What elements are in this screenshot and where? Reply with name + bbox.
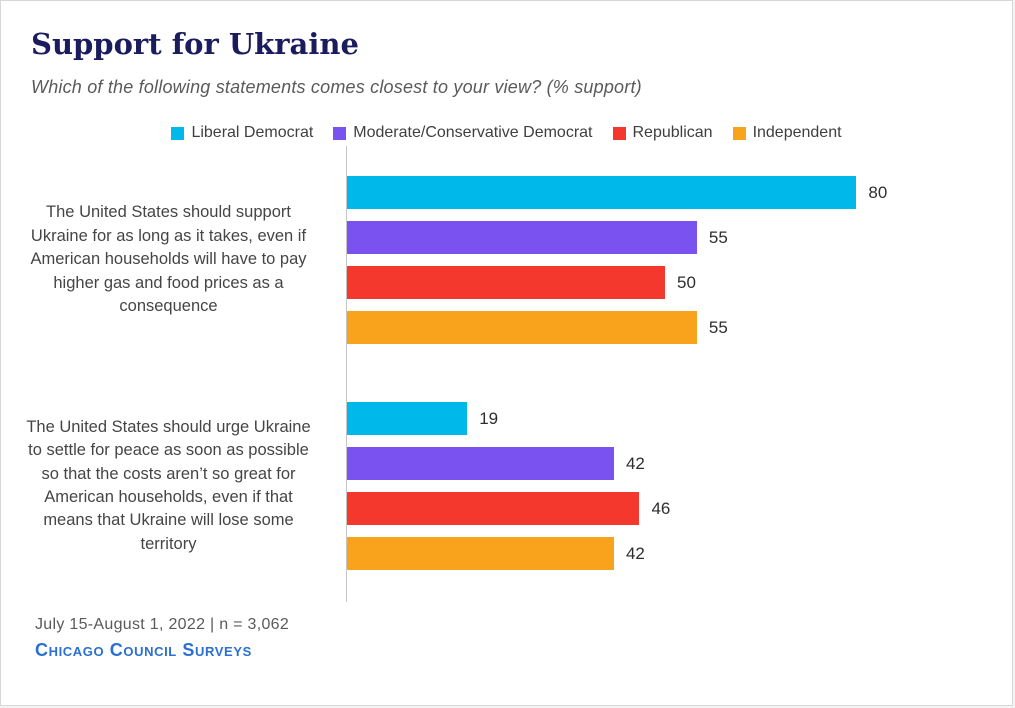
bar-moderate-conservative-democrat <box>346 447 614 480</box>
bar-value-label: 19 <box>479 408 499 428</box>
bar-independent <box>346 311 697 344</box>
source-label: Chicago Council Surveys <box>35 640 252 660</box>
bar-value-label: 55 <box>708 317 728 337</box>
bar-liberal-democrat <box>346 176 857 209</box>
legend-swatch <box>612 126 626 140</box>
legend-swatch <box>171 126 185 140</box>
chart-groups: The United States should support Ukraine… <box>1 176 1012 570</box>
legend-item-independent: Independent <box>732 124 842 142</box>
bar-value-label: 50 <box>677 272 696 292</box>
legend-item-moderate-conservative-democrat: Moderate/Conservative Democrat <box>333 124 593 142</box>
bar-value-label: 46 <box>651 498 671 518</box>
category-label: The United States should support Ukraine… <box>30 203 307 316</box>
legend-swatch <box>333 126 347 140</box>
bar-group: The United States should urge Ukraine to… <box>1 402 1012 570</box>
bar-value-label: 55 <box>708 227 728 247</box>
bar-row: 80 <box>346 176 984 209</box>
bar-value-label: 42 <box>625 543 645 563</box>
y-axis-line <box>346 146 347 602</box>
bar-independent <box>346 537 614 570</box>
chart-subtitle: Which of the following statements comes … <box>31 77 642 97</box>
bar-republican <box>346 266 665 299</box>
bar-row: 19 <box>346 402 984 435</box>
bar-republican <box>346 492 640 525</box>
legend-label: Republican <box>632 124 713 141</box>
bar-row: 55 <box>346 311 984 344</box>
legend: Liberal Democrat Moderate/Conservative De… <box>1 124 1012 142</box>
bar-liberal-democrat <box>346 402 468 435</box>
bar-stack: 19 42 46 42 <box>346 402 1012 570</box>
bar-group: The United States should support Ukraine… <box>1 176 1012 344</box>
category-label: The United States should urge Ukraine to… <box>26 417 311 553</box>
legend-label: Independent <box>752 124 842 141</box>
bar-row: 46 <box>346 492 984 525</box>
bar-stack: 80 55 50 55 <box>346 176 1012 344</box>
legend-swatch <box>732 126 746 140</box>
legend-item-republican: Republican <box>612 124 713 142</box>
legend-item-liberal-democrat: Liberal Democrat <box>171 124 313 142</box>
bar-moderate-conservative-democrat <box>346 221 697 254</box>
bar-row: 55 <box>346 221 984 254</box>
bar-row: 42 <box>346 447 984 480</box>
legend-label: Liberal Democrat <box>191 124 314 141</box>
chart-area: The United States should support Ukraine… <box>1 146 1012 602</box>
bar-row: 50 <box>346 266 984 299</box>
bar-row: 42 <box>346 537 984 570</box>
footer: July 15-August 1, 2022 | n = 3,062 Chica… <box>35 616 1012 661</box>
survey-note: July 15-August 1, 2022 | n = 3,062 <box>35 616 290 633</box>
legend-label: Moderate/Conservative Democrat <box>353 124 593 141</box>
chart-title: Support for Ukraine <box>31 27 359 61</box>
bar-value-label: 42 <box>625 453 645 473</box>
bar-value-label: 80 <box>868 182 888 202</box>
